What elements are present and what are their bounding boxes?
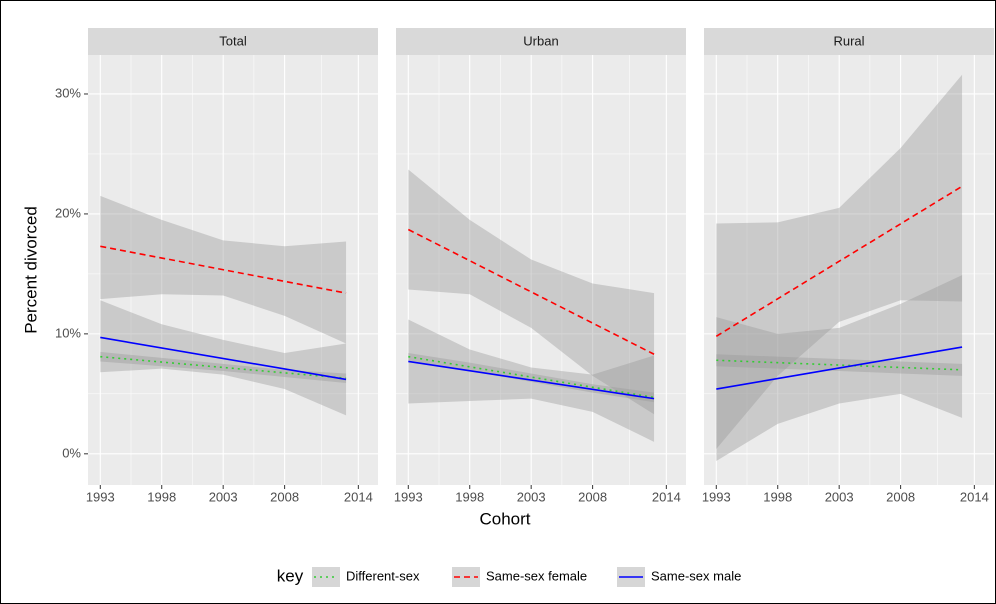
confidence-band	[716, 354, 963, 376]
x-tick-label: 1993	[86, 489, 115, 504]
trend-line	[715, 185, 963, 337]
x-tick-label: 2003	[209, 489, 238, 504]
x-tick-label: 2008	[578, 489, 607, 504]
x-tick-label: 2008	[270, 489, 299, 504]
trend-line	[407, 228, 655, 355]
legend-label: Same-sex female	[486, 568, 587, 583]
trend-line	[408, 360, 655, 400]
x-tick-label: 2003	[825, 489, 854, 504]
strip	[88, 28, 378, 55]
legend-title: key	[277, 566, 304, 585]
panel	[88, 55, 378, 485]
x-tick-label: 1993	[702, 489, 731, 504]
legend-label: Same-sex male	[651, 568, 741, 583]
y-tick-label: 0%	[62, 445, 81, 460]
x-tick-label: 1993	[394, 489, 423, 504]
panel	[396, 55, 686, 485]
confidence-band	[408, 169, 655, 415]
facet-title: Urban	[523, 33, 558, 48]
y-tick-label: 10%	[55, 325, 81, 340]
x-tick-label: 1998	[455, 489, 484, 504]
legend-label: Different-sex	[346, 568, 420, 583]
panel	[704, 55, 994, 485]
x-tick-label: 1998	[147, 489, 176, 504]
x-tick-label: 2014	[960, 489, 989, 504]
trend-line	[716, 346, 963, 390]
trend-line	[100, 336, 347, 381]
y-tick-label: 30%	[55, 85, 81, 100]
y-tick-label: 20%	[55, 205, 81, 220]
x-tick-label: 1998	[763, 489, 792, 504]
y-axis-title: Percent divorced	[21, 206, 40, 334]
x-tick-label: 2008	[886, 489, 915, 504]
strip	[396, 28, 686, 55]
x-tick-label: 2014	[652, 489, 681, 504]
confidence-band	[100, 351, 347, 384]
facet-title: Total	[219, 33, 247, 48]
x-tick-label: 2003	[517, 489, 546, 504]
facet-title: Rural	[833, 33, 864, 48]
trend-line	[100, 245, 347, 294]
strip	[704, 28, 994, 55]
x-axis-title: Cohort	[479, 509, 530, 528]
x-tick-label: 2014	[344, 489, 373, 504]
trend-line	[100, 355, 347, 380]
trend-line	[716, 359, 963, 371]
